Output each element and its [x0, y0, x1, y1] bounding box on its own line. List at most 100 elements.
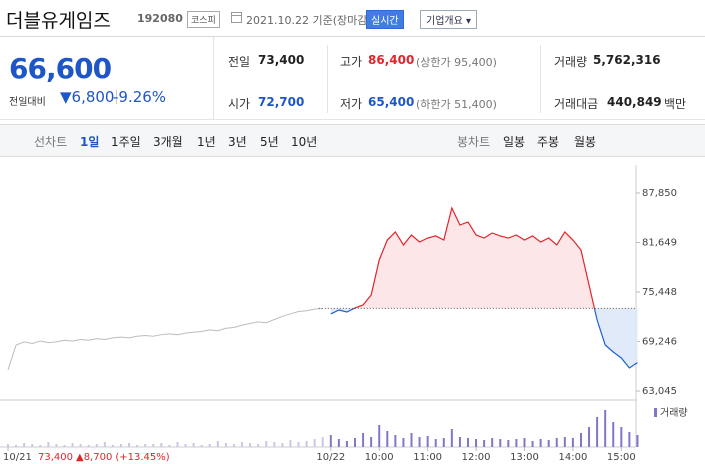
candle-tab[interactable]: 주봉 [537, 135, 560, 149]
period-tab[interactable]: 1년 [197, 135, 216, 149]
period-tab[interactable]: 5년 [260, 135, 279, 149]
volume-bar [354, 438, 357, 447]
change-rate: -9.26% [113, 88, 167, 106]
volume-bar [208, 444, 211, 447]
volume-bar [71, 443, 74, 447]
volume-bar [297, 442, 300, 447]
volume-bar [483, 440, 486, 447]
volume-bar [87, 445, 90, 447]
volume-bar [620, 427, 623, 447]
tab-bar: 선차트 1일 1주일 3개월 1년 3년 5년 10년 봉차트 일봉 주봉 월봉 [0, 124, 705, 157]
period-tab[interactable]: 1일 [80, 135, 100, 149]
volume-bar [402, 438, 405, 447]
divider [540, 45, 541, 113]
volume-bar [636, 435, 639, 447]
market-badge: 코스피 [187, 11, 220, 28]
calendar-icon [231, 12, 242, 23]
stat-value: 72,700 [258, 95, 305, 109]
volume-bar [394, 435, 397, 447]
volume-bar [39, 445, 42, 447]
volume-bar [313, 439, 316, 447]
company-info-button[interactable]: 기업개요 ▾ [420, 10, 477, 29]
period-tab[interactable]: 3개월 [153, 135, 183, 149]
period-tab[interactable]: 10년 [291, 135, 318, 149]
area [330, 208, 638, 368]
info-change: ▲8,700 [76, 452, 112, 463]
volume-bar [224, 443, 227, 447]
volume-bar [281, 443, 284, 447]
x-tick-label: 10:00 [365, 452, 394, 463]
stock-name: 더블유게임즈 [6, 10, 111, 32]
volume-bar [152, 444, 155, 447]
candle-tab[interactable]: 일봉 [503, 135, 526, 149]
x-tick-label: 12:00 [462, 452, 491, 463]
volume-bar [63, 445, 66, 447]
y-tick-label: 87,850 [642, 188, 677, 199]
volume-bar [523, 438, 526, 447]
volume-bar [265, 441, 268, 447]
tab-label: 선차트 [34, 135, 68, 149]
volume-bar [604, 410, 607, 447]
volume-bar [475, 439, 478, 447]
stat-note: (상한가 95,400) [416, 56, 497, 69]
stat-unit: 백만 [664, 97, 687, 111]
tab-label: 봉차트 [457, 135, 491, 149]
stat-value: 86,400 [368, 53, 415, 67]
x-tick-label: 15:00 [607, 452, 636, 463]
volume-bar [337, 439, 340, 447]
legend-swatch [654, 408, 657, 417]
volume-bar [499, 439, 502, 447]
stat-label: 전일 [228, 55, 251, 69]
stat-value: 65,400 [368, 95, 415, 109]
volume-bar [539, 439, 542, 447]
volume-bar [386, 431, 389, 447]
volume-bar [55, 444, 58, 447]
volume-bar [531, 441, 534, 447]
stat-note: (하한가 51,400) [416, 98, 497, 111]
volume-bar [103, 442, 106, 447]
volume-bar [329, 435, 332, 447]
volume-bar [241, 442, 244, 447]
stat-value: 5,762,316 [593, 53, 661, 67]
divider [327, 45, 328, 113]
volume-bar [23, 443, 26, 447]
volume-bar [458, 437, 461, 447]
volume-bar [466, 438, 469, 447]
x-tick-label: 10/22 [316, 452, 345, 463]
volume-bar [370, 437, 373, 447]
divider [213, 37, 214, 120]
stat-value: 440,849 [607, 95, 662, 109]
volume-bar [378, 425, 381, 447]
volume-bar [79, 444, 82, 447]
info-rate: (+13.45%) [115, 452, 169, 463]
stat-label: 저가 [340, 97, 363, 111]
volume-bar [176, 442, 179, 447]
volume-bar [128, 443, 131, 447]
volume-bar [15, 445, 18, 447]
volume-bar [547, 440, 550, 447]
realtime-button[interactable]: 실시간 [366, 10, 404, 29]
candle-tab[interactable]: 월봉 [574, 135, 597, 149]
volume-bar [7, 444, 9, 447]
x-tick-label: 11:00 [413, 452, 442, 463]
volume-bar [418, 437, 421, 447]
volume-bar [184, 444, 187, 447]
hover-info: 73,400 ▲8,700 (+13.45%) [38, 452, 170, 463]
price-chart: 63,045 69,246 75,448 81,649 87,850 10/21 10/22… [0, 165, 688, 463]
volume-bar [410, 433, 413, 447]
volume-bar [362, 433, 365, 447]
period-tab[interactable]: 1주일 [111, 135, 141, 149]
y-tick-label: 75,448 [642, 287, 677, 298]
volume-bar [450, 429, 453, 447]
volume-bar [571, 438, 574, 447]
stat-value: 73,400 [258, 53, 305, 67]
period-tab[interactable]: 3년 [228, 135, 247, 149]
volume-bar [111, 445, 114, 447]
x-tick-label: 13:00 [510, 452, 539, 463]
separator [116, 90, 117, 104]
stat-label: 고가 [340, 55, 363, 69]
volume-bar [200, 445, 203, 447]
volume-bar [160, 443, 163, 447]
divider [0, 119, 705, 120]
